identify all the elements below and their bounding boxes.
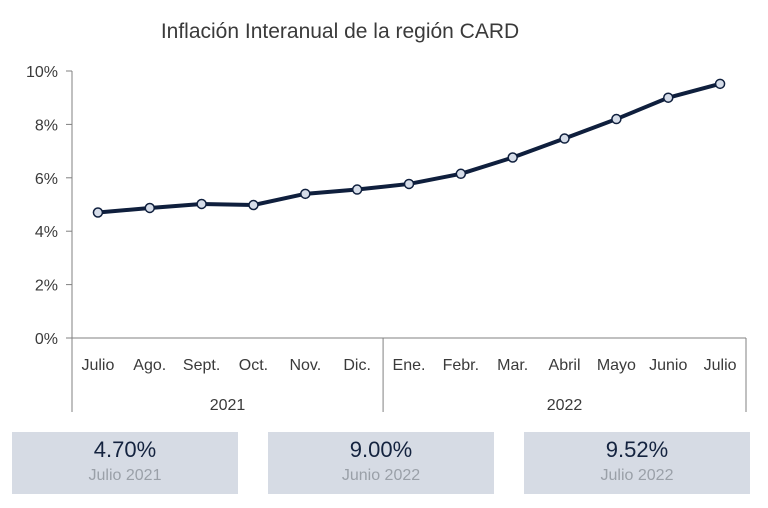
card-value: 4.70%: [93, 437, 157, 462]
x-group-label: 2022: [547, 397, 583, 414]
data-point: [403, 178, 415, 190]
x-tick-label: Dic.: [343, 357, 371, 374]
summary-card-julio-2022: 9.52% Julio 2022: [524, 432, 750, 494]
card-label: Julio 2021: [88, 467, 162, 484]
y-tick-label: 4%: [35, 224, 58, 241]
summary-card-junio-2022: 9.00% Junio 2022: [268, 432, 494, 494]
x-tick-label: Mar.: [497, 357, 528, 374]
data-point: [611, 113, 622, 125]
card-value: 9.52%: [605, 437, 669, 462]
x-tick-label: Junio: [649, 357, 687, 374]
y-tick-label: 10%: [26, 64, 58, 81]
card-label: Julio 2022: [600, 467, 674, 484]
x-tick-label: Julio: [81, 357, 114, 374]
x-tick-label: Febr.: [443, 357, 479, 374]
data-point: [300, 188, 311, 200]
data-point: [196, 198, 207, 210]
x-tick-label: Julio: [704, 357, 737, 374]
y-tick-label: 6%: [35, 171, 58, 188]
data-point: [92, 207, 104, 218]
series-line: [95, 81, 723, 215]
data-point: [714, 78, 726, 90]
x-tick-label: Ago.: [133, 357, 166, 374]
x-tick-label: Ene.: [393, 357, 426, 374]
x-tick-label: Nov.: [289, 357, 321, 374]
x-tick-label: Oct.: [239, 357, 268, 374]
x-tick-label: Mayo: [597, 357, 636, 374]
x-tick-label: Sept.: [183, 357, 220, 374]
data-point: [351, 184, 363, 195]
data-point: [507, 152, 518, 163]
summary-card-julio-2021: 4.70% Julio 2021: [12, 432, 238, 494]
y-tick-label: 8%: [35, 117, 58, 134]
x-tick-label: Abril: [549, 357, 581, 374]
chart-title: Inflación Interanual de la región CARD: [160, 20, 520, 43]
data-point: [559, 133, 570, 144]
card-label: Junio 2022: [341, 467, 421, 484]
y-tick-label: 2%: [35, 278, 58, 295]
card-value: 9.00%: [349, 437, 413, 462]
data-point: [248, 199, 259, 211]
data-point: [662, 92, 674, 103]
data-point: [144, 202, 156, 214]
x-group-label: 2021: [210, 397, 246, 414]
line-chart: 0% 2% 4% 6% 8% 10% Julio Ago. Sept. Oct. Nov. Dic. E…: [26, 64, 747, 414]
y-tick-label: 0%: [35, 331, 58, 348]
data-point: [455, 168, 467, 180]
